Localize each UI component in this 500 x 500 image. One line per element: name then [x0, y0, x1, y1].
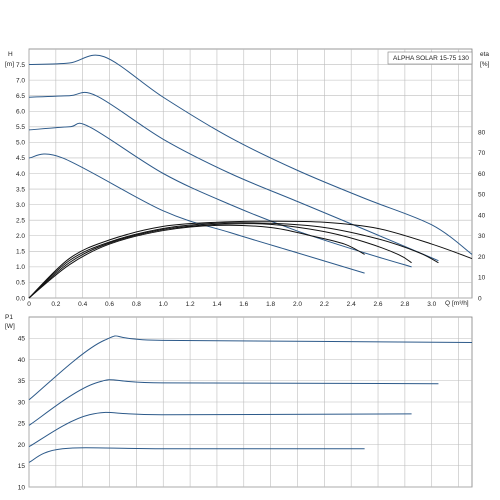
y-tick-label: 2.5: [16, 217, 25, 224]
y-tick-label: 6.5: [16, 93, 25, 100]
x-tick-label: 0.6: [105, 301, 114, 308]
power-curve: [28, 335, 473, 401]
y-tick-label: 0.0: [16, 295, 25, 302]
x-tick-label: 2.2: [320, 301, 329, 308]
y2-tick-label: 50: [478, 192, 486, 199]
efficiency-curve: [28, 223, 412, 299]
y-tick-label: 4.5: [16, 155, 25, 162]
y2-tick-label: 80: [478, 129, 486, 136]
x-axis-label: Q: [445, 300, 450, 307]
y-tick-label: 6.0: [16, 109, 25, 116]
y2-tick-label: 10: [478, 275, 486, 282]
y2-tick-label: 70: [478, 150, 486, 157]
x-tick-label: 0.4: [78, 301, 87, 308]
y-tick-label: 2.0: [16, 233, 25, 240]
y-tick-label: 1.0: [16, 264, 25, 271]
x-tick-label: 2.6: [374, 301, 383, 308]
bottom-y-tick-label: 35: [18, 378, 26, 385]
y-tick-label: 0.5: [16, 280, 25, 287]
y2-tick-label: 0: [478, 295, 482, 302]
top-y2-axis-label: eta: [480, 51, 489, 58]
x-tick-label: 0: [27, 301, 31, 308]
bottom-y-tick-label: 45: [18, 336, 26, 343]
power-curve: [28, 379, 439, 426]
y2-tick-label: 60: [478, 171, 486, 178]
x-tick-label: 1.6: [239, 301, 248, 308]
top-y2-axis-unit: [%]: [480, 61, 490, 68]
bottom-y-tick-label: 20: [18, 442, 26, 449]
head-curve: [28, 54, 473, 255]
y-tick-label: 5.0: [16, 140, 25, 147]
bottom-y-tick-label: 15: [18, 463, 26, 470]
bottom-y-tick-label: 40: [18, 357, 26, 364]
bottom-y-axis-unit: [W]: [5, 323, 15, 330]
y-tick-label: 5.5: [16, 124, 25, 131]
y-tick-label: 3.5: [16, 186, 25, 193]
curve-layer: [28, 54, 473, 463]
chart-title: ALPHA SOLAR 15-75 130: [393, 55, 469, 62]
text-layer: H [m] eta [%] ALPHA SOLAR 15-75 130 Q [m…: [5, 51, 490, 491]
x-tick-label: 1.2: [186, 301, 195, 308]
head-curve: [28, 91, 439, 262]
bottom-y-tick-label: 30: [18, 399, 26, 406]
y-tick-label: 7.5: [16, 62, 25, 69]
top-y-axis-label: H: [8, 51, 13, 58]
power-curve: [28, 447, 365, 463]
power-curve: [28, 411, 412, 448]
x-tick-label: 3.0: [427, 301, 436, 308]
x-tick-label: 1.0: [159, 301, 168, 308]
head-curve: [28, 153, 365, 274]
x-tick-label: 1.8: [266, 301, 275, 308]
efficiency-curve: [28, 222, 439, 299]
x-tick-label: 0.2: [51, 301, 60, 308]
bottom-y-axis-label: P1: [5, 314, 13, 321]
y2-tick-label: 30: [478, 233, 486, 240]
y-tick-label: 1.5: [16, 249, 25, 256]
x-tick-label: 2.8: [400, 301, 409, 308]
y2-tick-label: 40: [478, 212, 486, 219]
y2-tick-label: 20: [478, 254, 486, 261]
y-tick-label: 4.0: [16, 171, 25, 178]
grid-layer: [28, 48, 473, 488]
bottom-y-tick-label: 25: [18, 421, 26, 428]
x-axis-unit: [m³/h]: [452, 300, 469, 307]
y-tick-label: 7.0: [16, 77, 25, 84]
x-tick-label: 0.8: [132, 301, 141, 308]
efficiency-curve: [28, 220, 473, 299]
y-tick-label: 3.0: [16, 202, 25, 209]
x-tick-label: 2.0: [293, 301, 302, 308]
head-curve: [28, 122, 412, 268]
top-y-axis-unit: [m]: [5, 61, 14, 68]
title-box: [387, 51, 473, 65]
x-tick-label: 2.4: [347, 301, 356, 308]
efficiency-curve: [28, 224, 365, 299]
x-tick-label: 1.4: [212, 301, 221, 308]
bottom-y-tick-label: 10: [18, 484, 26, 491]
